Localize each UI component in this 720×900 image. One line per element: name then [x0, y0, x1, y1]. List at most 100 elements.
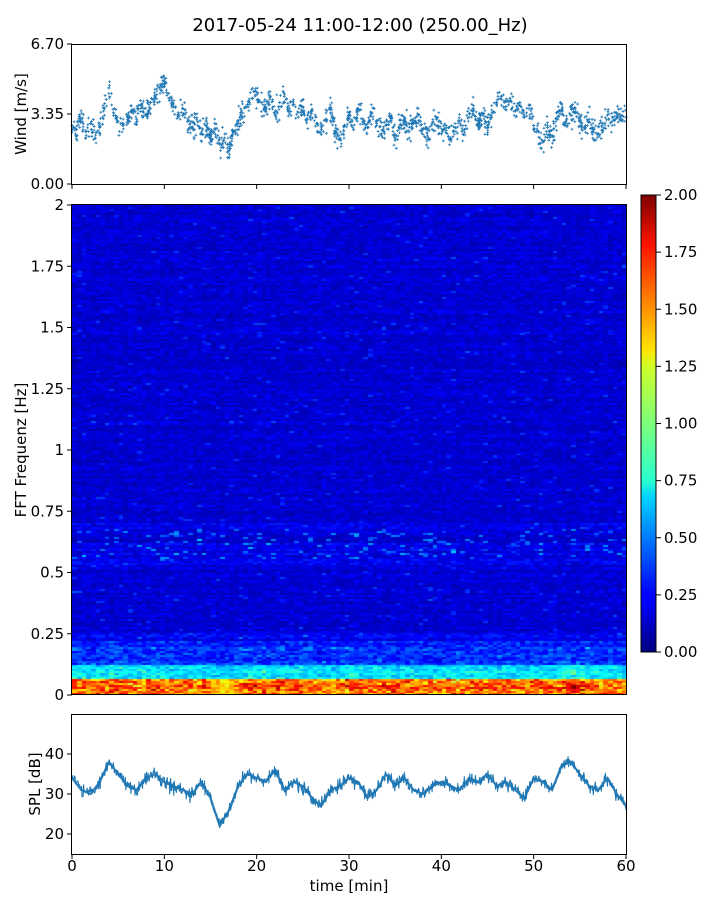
wind-point — [473, 114, 477, 118]
wind-point — [619, 107, 623, 111]
wind-point — [383, 132, 386, 136]
wind-point — [600, 115, 604, 119]
wind-point — [399, 113, 403, 117]
wind-point — [97, 123, 101, 127]
wind-point — [364, 126, 367, 130]
wind-point — [324, 108, 328, 112]
wind-point — [199, 139, 203, 143]
wind-point — [109, 92, 113, 95]
wind-point — [294, 116, 298, 120]
wind-point — [538, 136, 542, 140]
wind-point — [163, 77, 166, 81]
wind-point — [297, 111, 301, 114]
wind-point — [81, 116, 85, 120]
wind-point — [410, 126, 414, 130]
wind-point — [512, 102, 516, 105]
wind-point — [394, 136, 397, 140]
wind-point — [222, 139, 226, 143]
wind-point — [141, 106, 145, 110]
wind-point — [514, 109, 517, 113]
wind-point — [435, 124, 439, 128]
wind-point — [415, 121, 419, 125]
wind-point — [97, 121, 101, 125]
wind-point — [247, 100, 251, 104]
wind-point — [121, 117, 125, 121]
wind-point — [265, 112, 269, 116]
wind-point — [272, 110, 276, 114]
wind-point — [355, 106, 359, 110]
wind-point — [234, 123, 238, 126]
wind-point — [215, 141, 219, 145]
wind-point — [308, 116, 312, 120]
wind-point — [601, 128, 604, 132]
wind-point — [142, 99, 145, 103]
wind-point — [247, 109, 251, 113]
wind-point — [553, 138, 556, 142]
wind-point — [445, 132, 449, 136]
wind-point — [77, 113, 81, 116]
spl-xtick-label: 50 — [524, 857, 543, 875]
wind-point — [425, 139, 429, 143]
wind-point — [146, 114, 150, 118]
wind-point — [548, 124, 552, 128]
wind-point — [330, 108, 334, 112]
wind-point — [311, 116, 315, 120]
wind-point — [286, 110, 290, 113]
wind-point — [426, 146, 430, 150]
wind-point — [182, 111, 186, 115]
wind-point — [286, 114, 290, 118]
spl-panel: 20 30 40 0 10 20 30 40 50 60 SPL [dB] time [min] — [26, 714, 636, 895]
wind-point — [512, 109, 516, 113]
wind-point — [72, 120, 76, 124]
wind-point — [566, 124, 569, 127]
wind-point — [350, 123, 354, 127]
wind-point — [607, 118, 611, 122]
wind-point — [587, 117, 591, 121]
wind-ylabel: Wind [m/s] — [12, 73, 30, 155]
wind-point — [550, 145, 553, 149]
wind-point — [145, 99, 149, 102]
wind-point — [578, 124, 582, 128]
wind-point — [456, 119, 460, 123]
wind-point — [161, 79, 165, 82]
wind-point — [74, 132, 77, 136]
wind-point — [469, 108, 473, 112]
wind-point — [466, 116, 470, 120]
wind-point — [164, 76, 168, 80]
wind-point — [121, 127, 125, 131]
wind-point — [172, 102, 175, 106]
wind-point — [134, 110, 137, 114]
wind-point — [92, 128, 96, 132]
wind-point — [99, 117, 102, 120]
wind-point — [576, 112, 580, 116]
spl-xtick-label: 20 — [247, 857, 266, 875]
wind-point — [239, 111, 242, 114]
wind-point — [623, 104, 627, 108]
wind-point — [518, 102, 522, 106]
wind-point — [223, 132, 227, 136]
wind-point — [545, 115, 549, 118]
wind-point — [152, 103, 156, 107]
wind-panel: 0.00 3.35 6.70 Wind [m/s] — [12, 35, 628, 193]
spl-xtick-label: 60 — [616, 857, 635, 875]
colorbar-tick-label: 1.75 — [664, 243, 697, 261]
wind-point — [179, 98, 182, 102]
wind-point — [571, 117, 575, 121]
wind-point — [463, 119, 466, 123]
wind-point — [393, 123, 397, 127]
wind-point — [590, 132, 594, 136]
wind-point — [548, 136, 552, 139]
wind-point — [279, 105, 283, 109]
wind-point — [141, 109, 145, 113]
wind-point — [310, 108, 314, 112]
wind-point — [90, 131, 94, 134]
wind-point — [415, 115, 418, 119]
wind-point — [255, 86, 259, 90]
wind-point — [574, 110, 578, 114]
wind-point — [369, 111, 373, 115]
wind-point — [552, 134, 556, 138]
wind-point — [155, 83, 159, 87]
spl-mean-line — [71, 759, 627, 829]
wind-point — [561, 105, 564, 109]
